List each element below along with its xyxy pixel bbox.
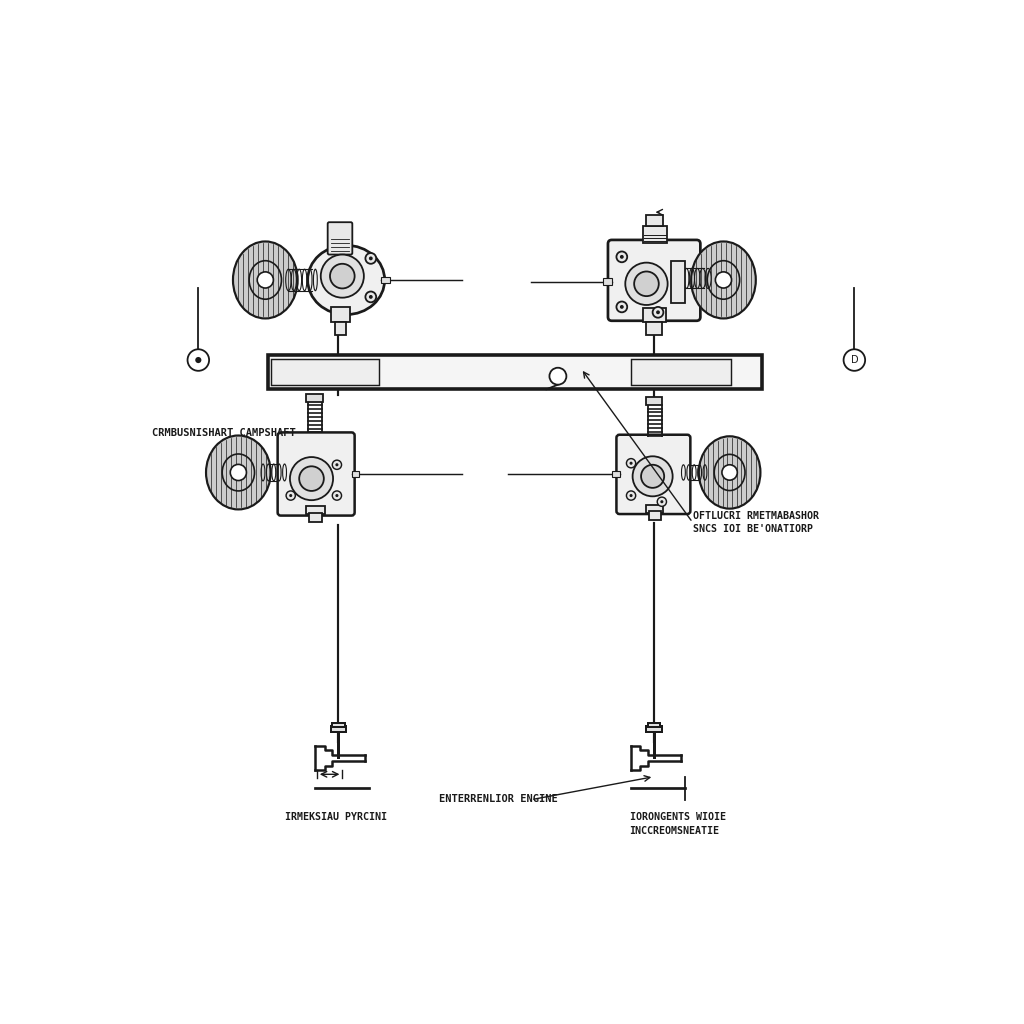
Circle shape [333, 460, 342, 469]
Circle shape [366, 253, 376, 264]
Bar [646, 505, 664, 512]
Bar [631, 359, 731, 385]
Circle shape [187, 349, 209, 371]
Circle shape [616, 252, 628, 262]
Bar [331, 726, 346, 732]
Bar [602, 279, 611, 285]
Circle shape [627, 459, 636, 468]
Bar [643, 308, 666, 323]
Circle shape [641, 465, 665, 487]
Circle shape [652, 307, 664, 317]
Text: IORONGENTS WIOIE: IORONGENTS WIOIE [630, 812, 726, 822]
Circle shape [660, 500, 664, 503]
Circle shape [656, 310, 659, 314]
Bar [333, 723, 345, 727]
Text: INCCREOMSNEATIE: INCCREOMSNEATIE [630, 826, 720, 837]
FancyBboxPatch shape [608, 240, 700, 321]
Ellipse shape [307, 246, 385, 314]
Bar [309, 512, 322, 522]
Bar [306, 394, 323, 401]
Text: CRMBUSNISHART CAMPSHAFT: CRMBUSNISHART CAMPSHAFT [153, 427, 296, 437]
Circle shape [366, 292, 376, 302]
Bar [267, 355, 762, 389]
FancyBboxPatch shape [616, 435, 690, 514]
Text: ENTERRENLIOR ENGINE: ENTERRENLIOR ENGINE [438, 794, 557, 804]
Circle shape [716, 272, 731, 288]
Circle shape [336, 463, 339, 466]
Circle shape [290, 457, 333, 500]
Bar [646, 726, 662, 732]
Circle shape [627, 490, 636, 500]
Bar [649, 511, 662, 520]
Circle shape [330, 264, 354, 289]
FancyBboxPatch shape [278, 432, 354, 515]
Ellipse shape [698, 436, 761, 509]
Circle shape [333, 490, 342, 500]
Bar [306, 506, 325, 514]
Circle shape [257, 272, 273, 288]
Circle shape [230, 464, 247, 480]
Circle shape [289, 494, 292, 497]
Bar [351, 471, 359, 477]
Circle shape [722, 465, 737, 480]
Bar [646, 322, 662, 336]
Bar [643, 226, 668, 243]
Circle shape [550, 368, 566, 385]
Bar [335, 322, 346, 336]
Circle shape [369, 295, 373, 299]
Circle shape [620, 255, 624, 259]
Bar [611, 471, 620, 477]
Circle shape [286, 490, 295, 500]
Circle shape [844, 349, 865, 371]
Circle shape [630, 494, 633, 497]
Text: D: D [851, 355, 858, 366]
Ellipse shape [691, 242, 756, 318]
Ellipse shape [634, 271, 658, 296]
Bar [671, 261, 685, 303]
Text: OFTLUCRI RMETMABASHOR: OFTLUCRI RMETMABASHOR [692, 511, 818, 520]
Ellipse shape [206, 435, 270, 509]
Bar [381, 276, 390, 283]
Bar [331, 307, 350, 323]
Circle shape [657, 497, 667, 506]
Ellipse shape [626, 262, 668, 305]
Circle shape [369, 256, 373, 260]
Circle shape [196, 357, 202, 364]
Text: IRMEKSIAU PYRCINI: IRMEKSIAU PYRCINI [285, 812, 387, 822]
Circle shape [630, 462, 633, 465]
Ellipse shape [233, 242, 298, 318]
Circle shape [321, 255, 364, 298]
Circle shape [616, 301, 628, 312]
Circle shape [620, 305, 624, 309]
Text: SNCS IOI BE'ONATIORP: SNCS IOI BE'ONATIORP [692, 523, 813, 534]
Bar [646, 397, 662, 404]
Bar [646, 214, 664, 226]
FancyBboxPatch shape [328, 222, 352, 255]
Bar [271, 359, 379, 385]
Circle shape [633, 457, 673, 497]
Bar [648, 723, 660, 727]
Circle shape [336, 494, 339, 497]
Circle shape [299, 466, 324, 490]
